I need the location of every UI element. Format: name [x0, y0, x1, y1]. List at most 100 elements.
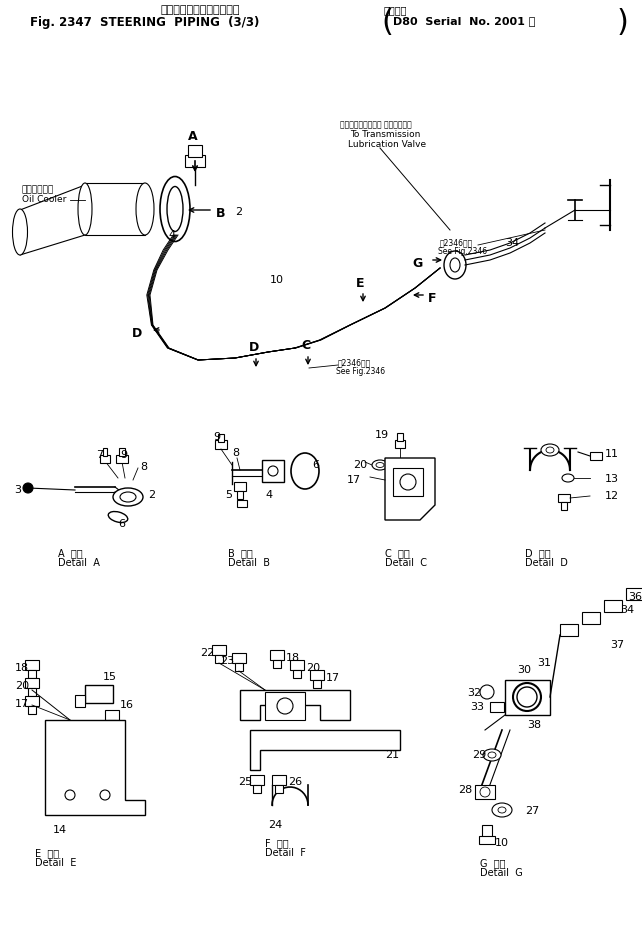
Text: 7: 7 [96, 450, 103, 460]
Text: Fig. 2347  STEERING  PIPING  (3/3): Fig. 2347 STEERING PIPING (3/3) [30, 16, 259, 29]
Text: Oil Cooler: Oil Cooler [22, 195, 66, 204]
Text: 12: 12 [605, 491, 619, 501]
Bar [558, 494, 570, 502]
Ellipse shape [160, 177, 190, 242]
Polygon shape [385, 458, 435, 520]
Bar [293, 670, 301, 678]
Bar [234, 482, 246, 491]
Text: 33: 33 [470, 702, 484, 712]
Text: E  詳細: E 詳細 [35, 848, 59, 858]
Bar [215, 655, 223, 663]
Ellipse shape [78, 183, 92, 235]
Polygon shape [250, 730, 400, 770]
Text: 17: 17 [326, 673, 340, 683]
Text: F: F [428, 292, 437, 305]
Text: 4: 4 [168, 230, 175, 240]
Ellipse shape [372, 460, 388, 470]
Bar [119, 448, 125, 456]
Bar [250, 775, 264, 785]
Ellipse shape [562, 474, 574, 482]
Polygon shape [45, 720, 145, 815]
Text: 9: 9 [213, 432, 220, 442]
Bar [273, 660, 281, 668]
Text: A  詳細: A 詳細 [58, 548, 83, 558]
Ellipse shape [492, 803, 512, 817]
Bar [25, 660, 39, 670]
Polygon shape [20, 185, 85, 255]
Circle shape [480, 685, 494, 699]
Bar [272, 775, 286, 785]
Bar [313, 680, 321, 688]
Ellipse shape [546, 447, 554, 453]
Text: 14: 14 [53, 825, 67, 835]
Bar [590, 452, 602, 460]
Bar [490, 702, 504, 712]
Text: C  詷照: C 詷照 [385, 548, 410, 558]
Text: 20: 20 [15, 681, 29, 691]
Text: 34: 34 [620, 605, 634, 615]
Bar [75, 695, 85, 707]
Bar [25, 696, 39, 706]
Bar [604, 600, 622, 612]
Text: C: C [301, 339, 310, 352]
Text: トランスミッション 潤滑バルブへ: トランスミッション 潤滑バルブへ [340, 120, 412, 129]
Ellipse shape [12, 209, 28, 255]
Text: 適用号機: 適用号機 [383, 5, 407, 15]
Text: 25: 25 [238, 777, 252, 787]
Text: B: B [216, 207, 225, 220]
Text: 16: 16 [120, 700, 134, 710]
Bar [85, 685, 113, 703]
Text: 30: 30 [517, 665, 531, 675]
Bar [275, 785, 283, 793]
Text: 21: 21 [385, 750, 399, 760]
Text: 6: 6 [118, 519, 125, 529]
Text: G  詳細: G 詳細 [480, 858, 505, 868]
Text: 11: 11 [605, 449, 619, 459]
Text: 18: 18 [286, 653, 300, 663]
Bar [475, 785, 495, 799]
Text: 37: 37 [610, 640, 624, 650]
Text: 31: 31 [537, 658, 551, 668]
Text: 29: 29 [472, 750, 486, 760]
Bar [482, 825, 492, 839]
Text: 19: 19 [375, 430, 389, 440]
Bar [237, 491, 243, 499]
Text: 2: 2 [148, 490, 155, 500]
Text: F  詳細: F 詳細 [265, 838, 289, 848]
Text: 図2346参照: 図2346参照 [440, 238, 473, 247]
Bar [103, 448, 107, 456]
Bar [479, 836, 495, 844]
Bar [582, 612, 600, 624]
Bar [290, 660, 304, 670]
Text: Detail  F: Detail F [265, 848, 306, 858]
Bar [100, 455, 110, 463]
Bar [561, 502, 567, 510]
Ellipse shape [113, 488, 143, 506]
Ellipse shape [483, 749, 501, 761]
Bar [28, 688, 36, 696]
Text: D: D [132, 327, 143, 340]
Text: 23: 23 [220, 656, 234, 666]
Bar [25, 678, 39, 688]
Ellipse shape [376, 462, 384, 468]
Text: Detail  C: Detail C [385, 558, 427, 568]
Bar [560, 624, 578, 636]
Bar [265, 692, 305, 720]
Text: 4: 4 [265, 490, 272, 500]
Text: 20: 20 [306, 663, 320, 673]
Text: 34: 34 [505, 238, 519, 248]
Bar [262, 460, 284, 482]
Bar [105, 710, 119, 720]
Text: 28: 28 [458, 785, 473, 795]
Text: 38: 38 [527, 720, 541, 730]
Bar [235, 663, 243, 671]
Text: 図2346参照: 図2346参照 [338, 358, 371, 367]
Text: 26: 26 [288, 777, 302, 787]
Text: See Fig.2346: See Fig.2346 [438, 247, 487, 256]
Text: 9: 9 [120, 450, 127, 460]
Ellipse shape [136, 183, 154, 235]
Text: 6: 6 [312, 460, 319, 470]
Text: 8: 8 [232, 448, 239, 458]
Bar [116, 455, 128, 463]
Text: B  詳細: B 詳細 [228, 548, 253, 558]
